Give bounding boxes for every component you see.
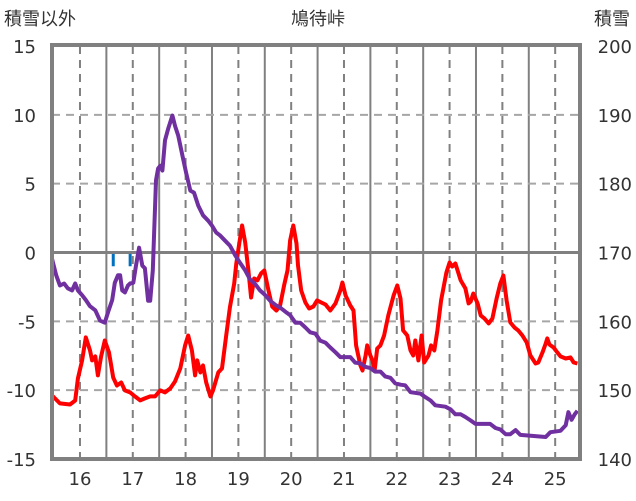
y-right-tick-label: 150 — [598, 381, 632, 402]
y-right-tick-label: 170 — [598, 244, 632, 265]
x-tick-label: 25 — [544, 469, 567, 490]
y-left-tick-label: 5 — [25, 175, 36, 196]
y-right-tick-label: 140 — [598, 450, 632, 471]
x-tick-label: 21 — [333, 469, 356, 490]
x-tick-label: 17 — [121, 469, 144, 490]
tick-labels: 16 17 18 19 20 21 22 23 24 25 15 10 5 0 -5 -10 -15 200 190… — [7, 37, 632, 490]
right-axis-label: 積雪 — [594, 9, 630, 30]
y-left-tick-label: -10 — [7, 381, 36, 402]
x-tick-label: 20 — [280, 469, 303, 490]
x-tick-label: 18 — [174, 469, 197, 490]
chart-title: 鳩待峠 — [291, 9, 345, 30]
x-tick-label: 19 — [227, 469, 250, 490]
y-right-tick-label: 160 — [598, 312, 632, 333]
plot-frame — [50, 43, 582, 461]
x-tick-label: 23 — [438, 469, 461, 490]
series-red-line — [50, 223, 578, 407]
y-left-tick-label: 0 — [25, 244, 36, 265]
gridlines — [52, 46, 580, 459]
y-right-tick-label: 200 — [598, 37, 632, 58]
x-tick-label: 22 — [385, 469, 408, 490]
series-purple-line — [50, 113, 579, 439]
x-tick-label: 16 — [69, 469, 92, 490]
y-left-tick-label: -5 — [18, 312, 36, 333]
y-right-tick-label: 180 — [598, 175, 632, 196]
x-tick-label: 24 — [491, 469, 514, 490]
y-left-tick-label: 15 — [13, 37, 36, 58]
left-axis-label: 積雪以外 — [4, 9, 76, 30]
y-left-tick-label: -15 — [7, 450, 36, 471]
y-left-tick-label: 10 — [13, 106, 36, 127]
y-right-tick-label: 190 — [598, 106, 632, 127]
series-group — [50, 113, 579, 439]
